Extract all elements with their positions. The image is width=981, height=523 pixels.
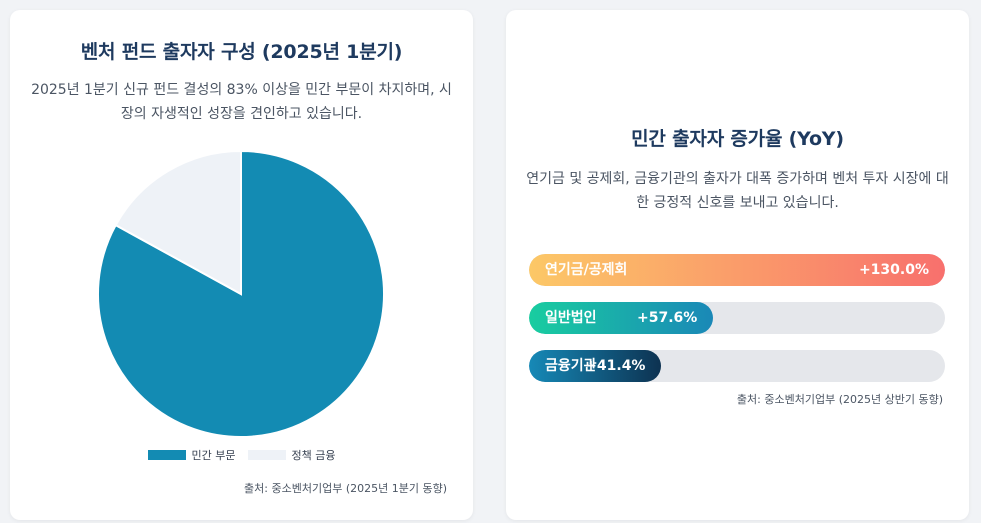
growth-description: 연기금 및 공제회, 금융기관의 출자가 대폭 증가하며 벤처 투자 시장에 대…: [526, 171, 949, 211]
growth-title: 민간 출자자 증가율 (YoY): [631, 128, 844, 150]
bar-financial: [529, 350, 662, 382]
bar-label-pension: 연기금/공제회: [545, 262, 628, 278]
bar-label-financial: 금융기관: [545, 358, 597, 374]
bar-value-corporate: +57.6%: [637, 310, 698, 326]
legend-label: 민간 부문: [191, 449, 236, 462]
bar-corporate: [529, 302, 714, 334]
legend-item-private[interactable]: 민간 부문: [147, 447, 236, 463]
bar-value-pension: +130.0%: [858, 262, 929, 278]
legend-label: 정책 금융: [291, 449, 336, 462]
bar-track-corporate: 일반법인 +57.6%: [529, 302, 945, 334]
source-note: 출처: 중소벤처기업부 (2025년 상반기 동향): [736, 393, 943, 406]
legend-swatch: [247, 450, 286, 460]
bar-label-corporate: 일반법인: [545, 310, 597, 326]
composition-title: 벤처 펀드 출자자 구성 (2025년 1분기): [80, 41, 403, 63]
legend-item-policy[interactable]: 정책 금융: [247, 447, 336, 463]
pie-slice-policy[interactable]: [114, 149, 242, 296]
bar-pension: [529, 254, 945, 286]
bar-track-pension: 연기금/공제회 +130.0%: [529, 254, 945, 286]
composition-card: 벤처 펀드 출자자 구성 (2025년 1분기) 2025년 1분기 신규 펀드…: [10, 10, 473, 520]
pie-legend: 민간 부문 정책 금융: [10, 447, 473, 463]
growth-card: 민간 출자자 증가율 (YoY) 연기금 및 공제회, 금융기관의 출자가 대폭…: [506, 10, 969, 520]
composition-description: 2025년 1분기 신규 펀드 결성의 83% 이상을 민간 부문이 차지하며,…: [31, 82, 452, 122]
bar-value-financial: +41.4%: [585, 358, 646, 374]
source-note: 출처: 중소벤처기업부 (2025년 1분기 동향): [244, 482, 447, 495]
bar-track-financial: 금융기관 +41.4%: [529, 350, 945, 382]
legend-swatch: [147, 450, 186, 460]
pie-chart: [97, 149, 385, 438]
